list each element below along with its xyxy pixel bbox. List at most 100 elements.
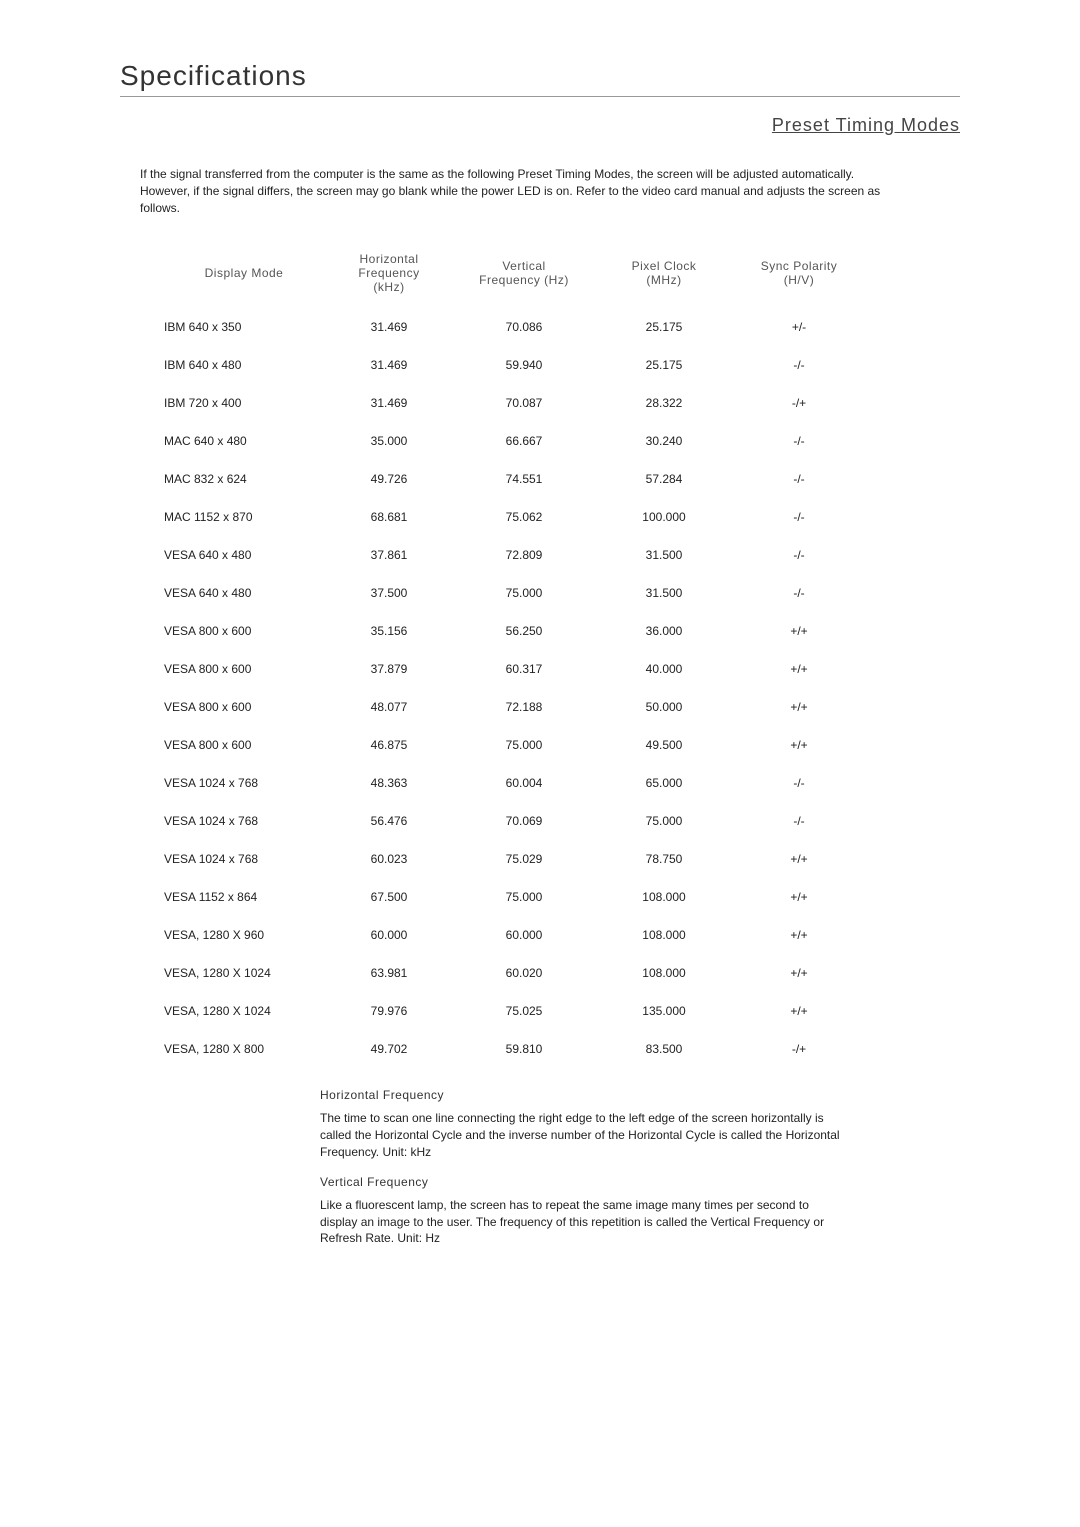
cell-vfreq: 60.020 (454, 966, 594, 980)
cell-sync: +/+ (734, 890, 864, 904)
table-header-row: Display Mode Horizontal Frequency (kHz) … (160, 246, 880, 308)
cell-mode: VESA 1152 x 864 (160, 890, 324, 904)
cell-mode: MAC 1152 x 870 (160, 510, 324, 524)
cell-hfreq: 48.363 (324, 776, 454, 790)
cell-pixclk: 57.284 (594, 472, 734, 486)
cell-hfreq: 31.469 (324, 396, 454, 410)
cell-mode: VESA 800 x 600 (160, 700, 324, 714)
cell-hfreq: 49.702 (324, 1042, 454, 1056)
col-header-pixclk: Pixel Clock (MHz) (594, 259, 734, 287)
cell-sync: +/+ (734, 966, 864, 980)
cell-mode: IBM 720 x 400 (160, 396, 324, 410)
cell-mode: VESA 1024 x 768 (160, 776, 324, 790)
cell-pixclk: 100.000 (594, 510, 734, 524)
cell-sync: -/- (734, 358, 864, 372)
cell-hfreq: 37.879 (324, 662, 454, 676)
col-header-hfreq: Horizontal Frequency (kHz) (324, 252, 454, 294)
table-row: VESA, 1280 X 102479.97675.025135.000+/+ (160, 992, 880, 1030)
cell-pixclk: 31.500 (594, 548, 734, 562)
table-body: IBM 640 x 35031.46970.08625.175+/-IBM 64… (160, 308, 880, 1068)
cell-sync: +/- (734, 320, 864, 334)
cell-pixclk: 31.500 (594, 586, 734, 600)
cell-sync: +/+ (734, 928, 864, 942)
cell-hfreq: 31.469 (324, 358, 454, 372)
cell-vfreq: 70.087 (454, 396, 594, 410)
timing-table: Display Mode Horizontal Frequency (kHz) … (160, 246, 880, 1068)
col-header-mode: Display Mode (160, 266, 324, 280)
table-row: IBM 640 x 35031.46970.08625.175+/- (160, 308, 880, 346)
cell-pixclk: 36.000 (594, 624, 734, 638)
vfreq-def-body: Like a fluorescent lamp, the screen has … (320, 1197, 840, 1247)
cell-pixclk: 78.750 (594, 852, 734, 866)
table-row: MAC 832 x 62449.72674.55157.284-/- (160, 460, 880, 498)
table-row: VESA, 1280 X 96060.00060.000108.000+/+ (160, 916, 880, 954)
cell-vfreq: 75.062 (454, 510, 594, 524)
cell-vfreq: 74.551 (454, 472, 594, 486)
cell-vfreq: 75.029 (454, 852, 594, 866)
vfreq-def-title: Vertical Frequency (320, 1175, 840, 1189)
cell-sync: -/- (734, 548, 864, 562)
cell-sync: -/+ (734, 1042, 864, 1056)
table-row: IBM 720 x 40031.46970.08728.322-/+ (160, 384, 880, 422)
cell-vfreq: 60.000 (454, 928, 594, 942)
cell-mode: VESA 800 x 600 (160, 624, 324, 638)
table-row: MAC 1152 x 87068.68175.062100.000-/- (160, 498, 880, 536)
col-header-vfreq: Vertical Frequency (Hz) (454, 259, 594, 287)
page-title: Specifications (120, 60, 960, 97)
cell-vfreq: 59.940 (454, 358, 594, 372)
cell-pixclk: 40.000 (594, 662, 734, 676)
table-row: MAC 640 x 48035.00066.66730.240-/- (160, 422, 880, 460)
definitions-block: Horizontal Frequency The time to scan on… (320, 1088, 840, 1247)
cell-vfreq: 66.667 (454, 434, 594, 448)
cell-vfreq: 60.004 (454, 776, 594, 790)
cell-hfreq: 31.469 (324, 320, 454, 334)
table-row: VESA 1024 x 76856.47670.06975.000-/- (160, 802, 880, 840)
cell-sync: -/- (734, 776, 864, 790)
hfreq-def-title: Horizontal Frequency (320, 1088, 840, 1102)
cell-mode: VESA, 1280 X 800 (160, 1042, 324, 1056)
table-row: VESA 1024 x 76848.36360.00465.000-/- (160, 764, 880, 802)
page: Specifications Preset Timing Modes If th… (0, 0, 1080, 1307)
cell-vfreq: 75.025 (454, 1004, 594, 1018)
cell-pixclk: 108.000 (594, 966, 734, 980)
cell-vfreq: 75.000 (454, 586, 594, 600)
cell-mode: VESA, 1280 X 1024 (160, 1004, 324, 1018)
cell-pixclk: 75.000 (594, 814, 734, 828)
table-row: VESA 1024 x 76860.02375.02978.750+/+ (160, 840, 880, 878)
cell-sync: +/+ (734, 738, 864, 752)
cell-pixclk: 83.500 (594, 1042, 734, 1056)
table-row: VESA 800 x 60046.87575.00049.500+/+ (160, 726, 880, 764)
cell-mode: MAC 640 x 480 (160, 434, 324, 448)
cell-pixclk: 30.240 (594, 434, 734, 448)
cell-vfreq: 59.810 (454, 1042, 594, 1056)
cell-vfreq: 56.250 (454, 624, 594, 638)
table-row: IBM 640 x 48031.46959.94025.175-/- (160, 346, 880, 384)
cell-sync: +/+ (734, 1004, 864, 1018)
cell-pixclk: 65.000 (594, 776, 734, 790)
cell-vfreq: 75.000 (454, 890, 594, 904)
col-header-sync: Sync Polarity (H/V) (734, 259, 864, 287)
table-row: VESA 800 x 60037.87960.31740.000+/+ (160, 650, 880, 688)
cell-hfreq: 35.000 (324, 434, 454, 448)
cell-pixclk: 25.175 (594, 320, 734, 334)
cell-sync: -/- (734, 814, 864, 828)
cell-mode: VESA 1024 x 768 (160, 814, 324, 828)
cell-mode: VESA, 1280 X 1024 (160, 966, 324, 980)
cell-pixclk: 50.000 (594, 700, 734, 714)
cell-hfreq: 37.861 (324, 548, 454, 562)
cell-hfreq: 37.500 (324, 586, 454, 600)
cell-mode: VESA 1024 x 768 (160, 852, 324, 866)
cell-pixclk: 25.175 (594, 358, 734, 372)
cell-pixclk: 135.000 (594, 1004, 734, 1018)
cell-hfreq: 48.077 (324, 700, 454, 714)
cell-sync: +/+ (734, 662, 864, 676)
section-subtitle: Preset Timing Modes (120, 115, 960, 136)
table-row: VESA, 1280 X 80049.70259.81083.500-/+ (160, 1030, 880, 1068)
cell-sync: +/+ (734, 624, 864, 638)
table-row: VESA, 1280 X 102463.98160.020108.000+/+ (160, 954, 880, 992)
intro-paragraph: If the signal transferred from the compu… (140, 166, 900, 216)
hfreq-def-body: The time to scan one line connecting the… (320, 1110, 840, 1160)
table-row: VESA 800 x 60048.07772.18850.000+/+ (160, 688, 880, 726)
table-row: VESA 640 x 48037.50075.00031.500-/- (160, 574, 880, 612)
cell-hfreq: 49.726 (324, 472, 454, 486)
